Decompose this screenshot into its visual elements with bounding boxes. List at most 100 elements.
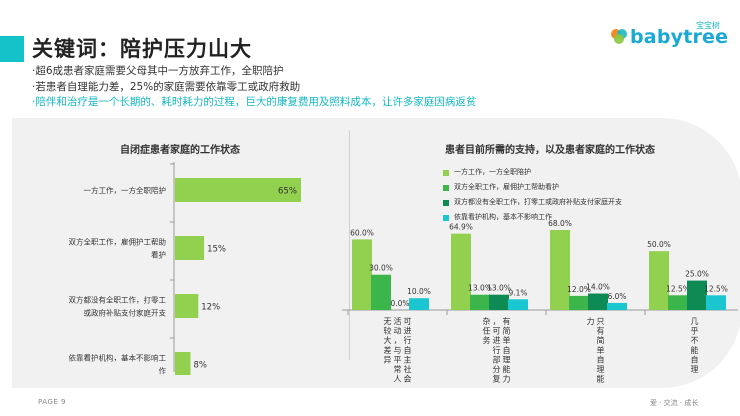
left-bar-value-label: 8% xyxy=(194,361,208,371)
right-bar-value-label: 12.5% xyxy=(666,284,690,293)
right-category-label-char: 进 xyxy=(404,327,412,336)
right-bar xyxy=(649,251,669,310)
legend-item: 一方工作，一方全职陪护 xyxy=(443,165,622,180)
right-category-label-char: 可 xyxy=(404,317,412,326)
logo-wordmark: babytree xyxy=(630,26,729,48)
left-category-label: 作 xyxy=(159,366,167,376)
right-category-label-char: 活 xyxy=(394,316,402,326)
right-category-label-char: 差 xyxy=(384,345,392,355)
right-category-label-char: 人 xyxy=(394,375,402,384)
right-bar-value-label: 25.0% xyxy=(685,270,709,279)
right-bar-value-label: 12.5% xyxy=(704,284,728,293)
legend-item: 依靠看护机构，基本不影响工作 xyxy=(443,210,622,225)
panel-divider xyxy=(349,130,350,360)
right-category-label-char: 分 xyxy=(493,365,501,374)
right-bar-value-label: 60.0% xyxy=(350,228,374,237)
right-bar-value-label: 68.0% xyxy=(548,219,572,228)
right-category-label-char: 社 xyxy=(404,364,412,374)
legend-swatch xyxy=(443,199,449,206)
right-category-label-char: 务 xyxy=(483,335,491,345)
right-category-label-char: ， xyxy=(493,317,501,326)
right-bar xyxy=(508,299,528,310)
right-bar-value-label: 10.0% xyxy=(407,287,431,296)
right-bar xyxy=(550,230,570,310)
right-category-label-char: 简 xyxy=(597,335,605,345)
right-bar-value-label: 14.0% xyxy=(586,283,610,292)
right-category-label-char: 自 xyxy=(404,345,412,355)
right-category-label-char: 进 xyxy=(493,336,501,345)
left-bar xyxy=(175,294,199,318)
title-accent-bar xyxy=(0,36,24,62)
right-bar xyxy=(687,280,707,310)
right-bar xyxy=(588,293,608,310)
right-bar-chart: 60.0%30.0%0.0%10.0%可进行自主社会活动，与平常人无较大差异64… xyxy=(342,219,738,384)
right-category-label-char: 行 xyxy=(404,335,412,345)
legend-swatch xyxy=(443,169,449,176)
right-category-label-char: 力 xyxy=(503,374,511,384)
right-category-label-char: 杂 xyxy=(483,317,491,326)
right-bar xyxy=(352,239,372,310)
chart-legend: 一方工作，一方全职陪护双方全职工作，雇佣护工帮助看护双方都没有全职工作，打零工或… xyxy=(443,165,622,225)
right-category-label-char: 单 xyxy=(503,335,511,345)
bullet-item: ·若患者自理能力差，25%的家庭需要依靠零工或政府救助 xyxy=(32,80,301,93)
right-bar-value-label: 13.0% xyxy=(468,284,492,293)
right-category-label-char: 大 xyxy=(384,335,392,345)
right-category-label-char: 单 xyxy=(597,345,605,355)
right-category-label-char: 简 xyxy=(503,326,511,336)
right-bar-value-label: 30.0% xyxy=(369,264,393,273)
right-category-label-char: 与 xyxy=(394,346,402,355)
right-category-label-char: 自 xyxy=(503,345,511,355)
legend-label: 双方全职工作，雇佣护工帮助看护 xyxy=(454,183,559,191)
right-bar xyxy=(371,274,391,310)
right-category-label-char: ， xyxy=(394,336,402,345)
right-category-label-char: 理 xyxy=(691,365,699,374)
right-category-label-char: 主 xyxy=(404,354,412,364)
right-category-label-char: 有 xyxy=(503,316,511,326)
legend-item: 双方全职工作，雇佣护工帮助看护 xyxy=(443,180,622,195)
right-category-label-char: 几 xyxy=(691,317,699,326)
right-bar xyxy=(607,302,627,310)
right-bar xyxy=(489,294,509,310)
left-bar xyxy=(175,352,191,375)
right-category-label-char: 理 xyxy=(503,355,511,364)
left-bar-chart: 65% 一方工作，一方全职陪护 15% 双方全职工作，雇佣护工帮助看护 12% 双方都没有… xyxy=(69,162,301,376)
right-chart-title: 患者目前所需的支持，以及患者家庭的工作状态 xyxy=(445,145,655,156)
right-bar-value-label: 13.0% xyxy=(487,284,511,293)
legend-label: 依靠看护机构，基本不影响工作 xyxy=(454,213,552,221)
left-category-label: 一方工作，一方全职陪护 xyxy=(84,185,167,195)
right-category-label-char: 有 xyxy=(597,326,605,336)
right-category-label-char: 行 xyxy=(493,345,501,355)
babytree-logo: 宝宝树 babytree xyxy=(610,20,728,48)
right-category-label-char: 自 xyxy=(597,354,605,364)
right-category-label-char: 能 xyxy=(691,345,699,355)
right-category-label-char: 无 xyxy=(384,317,392,326)
right-bar xyxy=(470,294,490,310)
footer-slogan: 爱 · 交流 · 成长 xyxy=(650,399,699,407)
left-category-label: 或政府补贴支付家庭开支 xyxy=(84,308,167,318)
right-category-label-char: 平 xyxy=(394,355,402,364)
bullet-item: ·超6成患者家庭需要父母其中一方放弃工作，全职陪护 xyxy=(32,65,284,77)
right-bar xyxy=(569,295,589,310)
left-category-label: 依靠看护机构，基本不影响工 xyxy=(69,353,167,363)
right-category-label-char: 自 xyxy=(691,354,699,364)
left-category-label: 双方都没有全职工作，打零工 xyxy=(69,295,167,305)
right-bar xyxy=(409,298,429,310)
legend-swatch xyxy=(443,214,449,221)
right-category-label-char: 能 xyxy=(597,374,605,384)
right-category-label-char: 力 xyxy=(587,316,595,326)
legend-label: 双方都没有全职工作，打零工或政府补贴支付家庭开支 xyxy=(454,198,622,206)
right-bar-value-label: 64.9% xyxy=(449,223,473,232)
right-category-label-char: 动 xyxy=(394,326,402,336)
right-category-label-char: 只 xyxy=(597,317,605,326)
left-bar-value-label: 12% xyxy=(201,303,220,313)
right-category-label-char: 复 xyxy=(493,374,501,384)
right-category-label-char: 能 xyxy=(503,364,511,374)
page-title: 关键词：陪护压力山大 xyxy=(32,37,252,61)
page-number: PAGE 9 xyxy=(38,398,66,406)
right-bar xyxy=(451,233,471,310)
right-bar-value-label: 0.0% xyxy=(390,299,409,308)
content-panel xyxy=(12,118,740,388)
right-bar xyxy=(668,295,688,310)
right-category-label-char: 部 xyxy=(493,354,501,364)
right-category-label-char: 较 xyxy=(384,326,392,336)
